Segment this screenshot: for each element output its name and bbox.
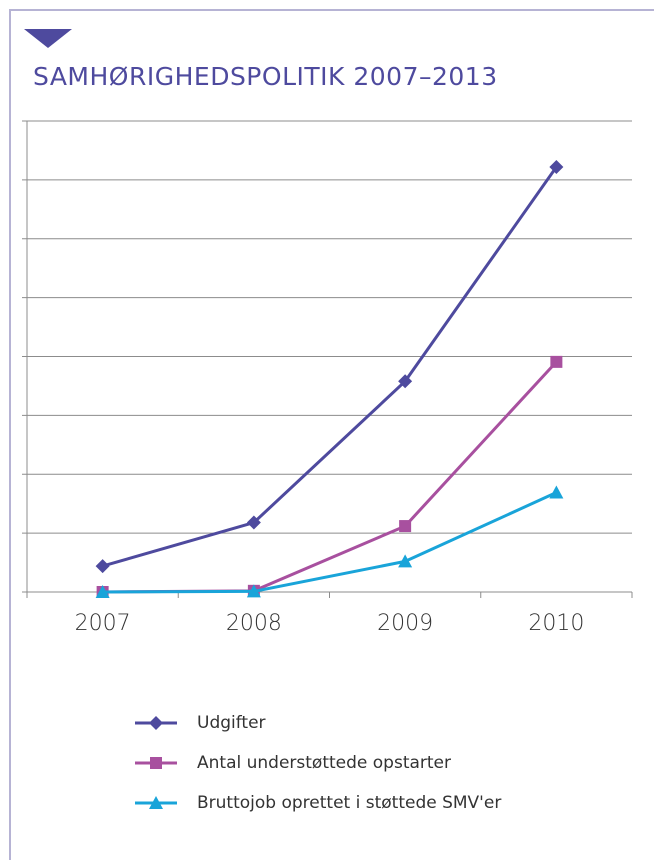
series-line [102, 491, 557, 594]
chart-grid [27, 120, 632, 534]
legend-swatch [135, 796, 177, 809]
diamond-marker [95, 559, 110, 574]
diamond-marker [398, 374, 413, 389]
triangle-marker [398, 554, 413, 568]
x-tick-label: 2010 [528, 611, 584, 636]
diamond-marker [549, 160, 564, 175]
legend-item: Udgifter [133, 703, 501, 743]
series-line [102, 360, 558, 594]
legend-item: Antal understøttede opstarter [133, 743, 501, 783]
square-marker [150, 757, 162, 769]
legend: Udgifter Antal understøttede opstarter Bru… [133, 703, 501, 823]
x-tick-label: 2008 [226, 611, 282, 636]
triangle-marker [95, 585, 110, 598]
triangle-marker [549, 485, 564, 499]
legend-swatch [135, 716, 177, 730]
series-1 [95, 160, 564, 574]
legend-swatch [135, 757, 177, 769]
triangle-marker [246, 584, 261, 598]
chart-frame [9, 9, 654, 860]
chart-series [95, 160, 564, 598]
legend-label: Udgifter [197, 713, 266, 733]
chart-title: SAMHØRIGHEDSPOLITIK 2007–2013 [33, 62, 498, 91]
series-3 [95, 485, 564, 598]
x-axis-tick-labels: 2007 2008 2009 2010 [75, 611, 585, 636]
legend-item: Bruttojob oprettet i støttede SMV'er [133, 783, 501, 823]
chart-axes [22, 120, 633, 598]
x-tick-label: 2007 [75, 611, 131, 636]
square-marker [550, 355, 563, 368]
diamond-marker [149, 716, 163, 730]
diamond-marker [246, 515, 261, 530]
series-2 [96, 355, 563, 598]
legend-label: Antal understøttede opstarter [197, 753, 452, 773]
square-marker [399, 520, 412, 533]
corner-triangle-icon [24, 29, 72, 48]
series-line [102, 166, 558, 568]
x-tick-label: 2009 [377, 611, 433, 636]
legend-label: Bruttojob oprettet i støttede SMV'er [197, 793, 502, 813]
triangle-marker [149, 796, 163, 809]
